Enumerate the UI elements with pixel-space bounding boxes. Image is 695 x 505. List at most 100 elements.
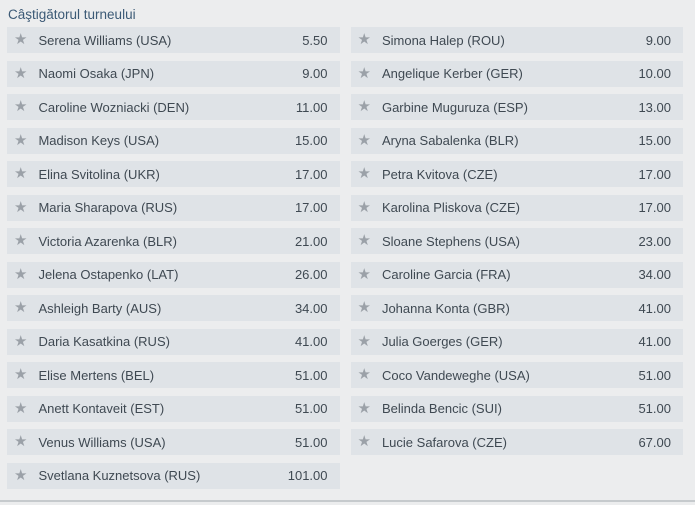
- selection-row[interactable]: ★ Svetlana Kuznetsova (RUS) 101.00: [7, 462, 340, 489]
- selection-odds[interactable]: 51.00: [294, 434, 328, 450]
- star-icon[interactable]: ★: [357, 399, 371, 417]
- selection-odds[interactable]: 5.50: [302, 32, 328, 48]
- star-icon[interactable]: ★: [14, 98, 28, 115]
- selection-row[interactable]: ★ Daria Kasatkina (RUS) 41.00: [7, 328, 340, 355]
- selection-row[interactable]: ★ Maria Sharapova (RUS) 17.00: [7, 194, 340, 221]
- selection-name: Simona Halep (ROU): [381, 32, 505, 48]
- star-icon[interactable]: ★: [357, 299, 371, 316]
- star-icon[interactable]: ★: [14, 466, 28, 484]
- selection-row[interactable]: ★ Sloane Stephens (USA) 23.00: [350, 228, 683, 254]
- selection-row[interactable]: ★ Madison Keys (USA) 15.00: [7, 127, 340, 154]
- selection-row[interactable]: ★ Karolina Pliskova (CZE) 17.00: [350, 194, 683, 221]
- selection-row[interactable]: ★ Aryna Sabalenka (BLR) 15.00: [350, 127, 683, 154]
- selection-name: Madison Keys (USA): [38, 133, 160, 148]
- selection-row[interactable]: ★ Julia Goerges (GER) 41.00: [350, 328, 683, 355]
- star-icon[interactable]: ★: [14, 366, 28, 383]
- selection-row[interactable]: ★ Lucie Safarova (CZE) 67.00: [350, 429, 683, 455]
- market-title: Câştigătorul turneului: [8, 7, 136, 22]
- star-icon[interactable]: ★: [14, 232, 28, 249]
- selection-odds[interactable]: 41.00: [638, 334, 671, 349]
- star-icon[interactable]: ★: [357, 265, 371, 283]
- selection-odds[interactable]: 51.00: [638, 367, 671, 383]
- selection-row[interactable]: ★ Belinda Bencic (SUI) 51.00: [350, 395, 683, 422]
- selection-row[interactable]: ★ Angelique Kerber (GER) 10.00: [350, 60, 683, 87]
- star-icon[interactable]: ★: [357, 31, 371, 48]
- star-icon[interactable]: ★: [14, 265, 28, 283]
- star-icon[interactable]: ★: [357, 131, 371, 149]
- selection-name: Caroline Garcia (FRA): [381, 267, 511, 282]
- selection-odds[interactable]: 26.00: [294, 267, 328, 282]
- selection-row[interactable]: ★ Elina Svitolina (UKR) 17.00: [7, 161, 340, 187]
- selection-name: Elise Mertens (BEL): [38, 367, 155, 383]
- selection-name: Elina Svitolina (UKR): [38, 166, 160, 182]
- selection-name: Julia Goerges (GER): [381, 334, 503, 349]
- star-icon[interactable]: ★: [14, 165, 28, 182]
- selection-odds[interactable]: 51.00: [638, 401, 671, 416]
- star-icon[interactable]: ★: [357, 366, 371, 383]
- star-icon[interactable]: ★: [357, 433, 371, 450]
- star-icon[interactable]: ★: [357, 64, 371, 82]
- selection-name: Venus Williams (USA): [38, 434, 166, 450]
- selection-row[interactable]: ★ Johanna Konta (GBR) 41.00: [350, 295, 683, 321]
- selection-odds[interactable]: 9.00: [302, 66, 328, 81]
- star-icon[interactable]: ★: [14, 399, 28, 417]
- selection-odds[interactable]: 13.00: [638, 99, 671, 115]
- selection-odds[interactable]: 17.00: [294, 200, 328, 215]
- selection-name: Belinda Bencic (SUI): [381, 401, 502, 416]
- selection-odds[interactable]: 21.00: [294, 233, 328, 249]
- selection-row[interactable]: ★ Anett Kontaveit (EST) 51.00: [7, 395, 340, 422]
- star-icon[interactable]: ★: [14, 31, 28, 48]
- selection-row[interactable]: ★ Coco Vandeweghe (USA) 51.00: [350, 362, 683, 388]
- selection-row[interactable]: ★ Caroline Wozniacki (DEN) 11.00: [7, 94, 340, 120]
- selection-odds[interactable]: 15.00: [294, 133, 328, 148]
- selection-name: Jelena Ostapenko (LAT): [38, 267, 179, 282]
- star-icon[interactable]: ★: [14, 299, 28, 316]
- selection-odds[interactable]: 10.00: [638, 66, 671, 81]
- star-icon[interactable]: ★: [14, 332, 28, 350]
- selection-odds[interactable]: 17.00: [638, 200, 671, 215]
- star-icon[interactable]: ★: [357, 332, 371, 350]
- selection-odds[interactable]: 41.00: [294, 334, 328, 349]
- selection-name: Victoria Azarenka (BLR): [38, 233, 177, 249]
- selections-grid: ★ Serena Williams (USA) 5.50 ★ Naomi Osa…: [7, 27, 683, 496]
- star-icon[interactable]: ★: [357, 198, 371, 216]
- star-icon[interactable]: ★: [357, 165, 371, 182]
- selection-name: Svetlana Kuznetsova (RUS): [38, 468, 201, 483]
- selection-odds[interactable]: 23.00: [638, 233, 671, 249]
- selection-name: Aryna Sabalenka (BLR): [381, 133, 519, 148]
- selection-row[interactable]: ★ Serena Williams (USA) 5.50: [7, 27, 340, 53]
- selection-odds[interactable]: 67.00: [638, 434, 671, 450]
- selection-name: Karolina Pliskova (CZE): [381, 200, 520, 215]
- selection-odds[interactable]: 34.00: [638, 267, 671, 282]
- selection-odds[interactable]: 34.00: [294, 300, 328, 316]
- selection-odds[interactable]: 9.00: [645, 32, 671, 48]
- selection-odds[interactable]: 17.00: [294, 166, 328, 182]
- selection-row[interactable]: ★ Victoria Azarenka (BLR) 21.00: [7, 228, 340, 254]
- selection-odds[interactable]: 41.00: [638, 300, 671, 316]
- selection-row[interactable]: ★ Simona Halep (ROU) 9.00: [350, 27, 683, 53]
- selection-row[interactable]: ★ Ashleigh Barty (AUS) 34.00: [7, 295, 340, 321]
- star-icon[interactable]: ★: [14, 64, 28, 82]
- selection-row[interactable]: ★ Venus Williams (USA) 51.00: [7, 429, 340, 455]
- selection-odds[interactable]: 51.00: [294, 401, 328, 416]
- selection-odds[interactable]: 15.00: [638, 133, 671, 148]
- selection-row[interactable]: ★ Jelena Ostapenko (LAT) 26.00: [7, 261, 340, 288]
- selection-row[interactable]: ★ Garbine Muguruza (ESP) 13.00: [350, 94, 683, 120]
- selection-odds[interactable]: 101.00: [287, 468, 328, 483]
- selection-name: Lucie Safarova (CZE): [381, 434, 507, 450]
- selection-odds[interactable]: 51.00: [294, 367, 328, 383]
- star-icon[interactable]: ★: [357, 232, 371, 249]
- selection-odds[interactable]: 17.00: [638, 166, 671, 182]
- selection-row[interactable]: ★ Caroline Garcia (FRA) 34.00: [350, 261, 683, 288]
- star-icon[interactable]: ★: [14, 198, 28, 216]
- selection-row[interactable]: ★ Petra Kvitova (CZE) 17.00: [350, 161, 683, 187]
- selection-odds[interactable]: 11.00: [295, 99, 328, 115]
- selection-row[interactable]: ★ Elise Mertens (BEL) 51.00: [7, 362, 340, 388]
- selection-row[interactable]: ★ Naomi Osaka (JPN) 9.00: [7, 60, 340, 87]
- star-icon[interactable]: ★: [14, 433, 28, 450]
- selection-name: Anett Kontaveit (EST): [38, 401, 165, 416]
- selection-name: Caroline Wozniacki (DEN): [38, 99, 190, 115]
- star-icon[interactable]: ★: [14, 131, 28, 149]
- star-icon[interactable]: ★: [357, 98, 371, 115]
